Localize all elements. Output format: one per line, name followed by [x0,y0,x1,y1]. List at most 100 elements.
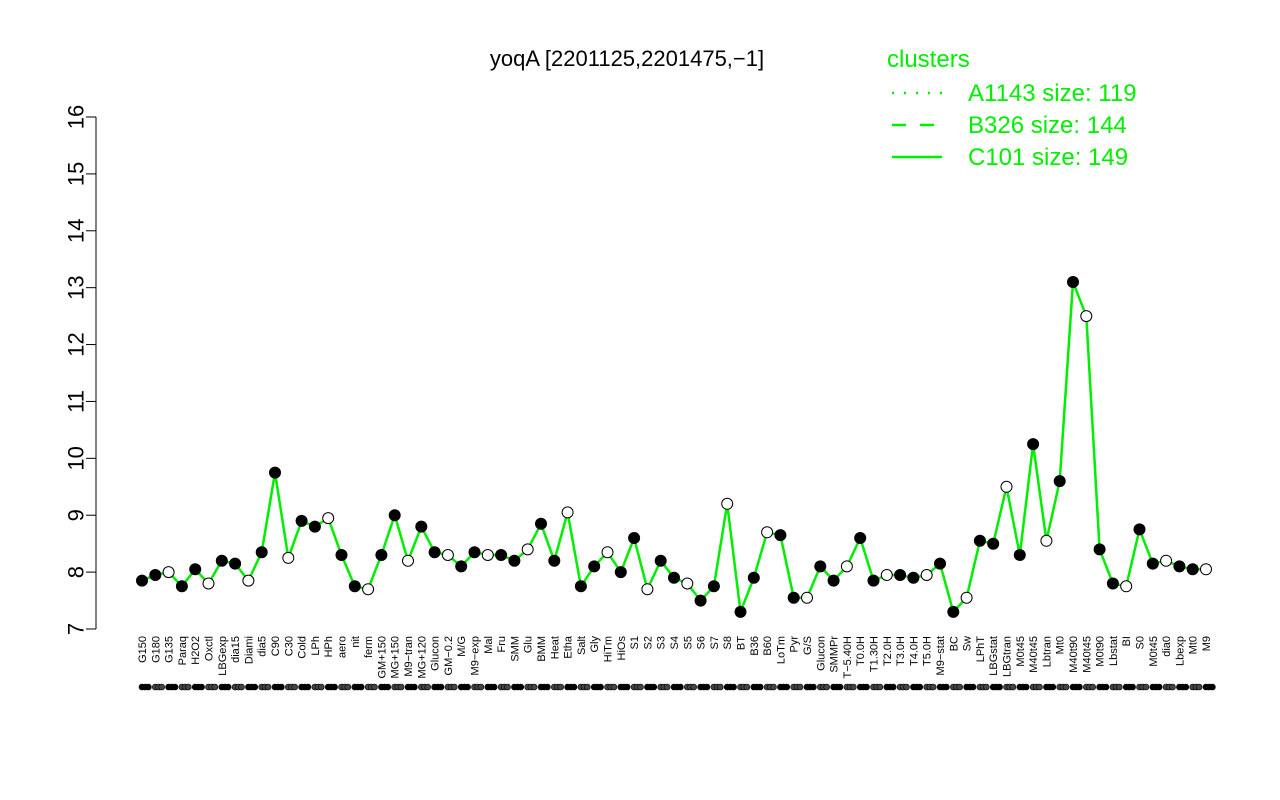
data-point [867,574,880,587]
data-point [388,509,401,522]
x-tick-label: T2.0H [882,636,894,666]
data-point [362,583,375,596]
y-tick-label: 7 [64,623,89,635]
data-point [495,549,508,561]
data-point [535,517,547,530]
x-tick-label: GM−0.2 [443,636,455,675]
rug-mark [544,683,551,691]
data-point [574,580,587,593]
rug-mark [437,683,445,691]
legend-entry-2: C101 size: 149 [968,144,1128,171]
data-point [1080,310,1093,323]
rug-mark [1049,683,1057,691]
x-tick-label: Gly [589,636,601,653]
x-tick-label: S0 [1135,636,1147,649]
x-tick-label: C90 [270,636,282,656]
rug-mark [1209,683,1216,691]
data-point [601,546,614,559]
data-point [348,580,361,593]
x-tick-label: Mal [483,636,495,654]
x-tick-label: HiOs [616,636,628,661]
x-tick-label: M40t90 [1068,636,1080,673]
data-points [136,276,1212,618]
rug-mark [557,683,565,691]
data-point [707,580,720,593]
data-point [175,580,188,593]
rug-mark [384,683,392,691]
rug-mark [1036,683,1043,691]
data-point [1146,557,1159,570]
x-tick-label: S2 [642,636,654,649]
x-tick-label: S6 [696,636,708,649]
x-tick-label: S7 [709,636,721,649]
rug-mark [1182,683,1190,691]
rug-mark [982,683,990,691]
data-point [1173,560,1186,573]
rug-mark [185,683,192,691]
data-point [508,554,521,567]
data-point [441,549,454,561]
data-point [1106,577,1119,590]
data-point [894,569,907,581]
data-point [428,546,441,559]
data-point [136,574,148,587]
data-point [162,566,175,579]
rug-mark [464,683,471,691]
rug-mark [796,683,804,691]
data-point [614,566,627,579]
series-line-group [141,281,1206,615]
rug-mark [251,683,259,691]
x-tick-label: dia15 [230,636,242,663]
data-point [947,605,960,618]
rug-mark [371,683,378,691]
data-point [1200,563,1212,576]
x-tick-label: Etha [563,635,575,659]
rug-mark [1129,683,1136,691]
rug-mark [317,683,325,691]
rug-mark [610,683,618,691]
data-point [654,554,667,567]
rug-mark [783,683,791,691]
data-point [1093,543,1106,556]
rug-mark [1089,683,1096,691]
x-tick-label: SMMPr [829,636,841,673]
rug-mark [1116,683,1123,691]
rug-mark [743,683,751,691]
data-point [1067,276,1079,288]
x-tick-label: nit [350,636,362,648]
data-point [242,574,255,587]
rug-mark [278,683,285,691]
data-point [774,529,787,542]
x-tick-label: LBGstat [988,636,1000,676]
x-tick-label: M0t45 [1015,636,1027,667]
x-tick-label: T4.0H [908,636,920,666]
rug-mark [943,683,950,691]
data-point [548,554,561,567]
x-tick-label: Glucon [815,636,827,671]
x-tick-label: LBGexp [217,636,229,676]
data-point [880,569,893,581]
x-axis: G150 G180 G135 Paraq H2O2 Oxctl LBGexp dia15 Dia… [137,635,1216,691]
rug-mark [397,683,405,691]
data-point [1000,480,1013,493]
rug-mark [810,683,817,691]
x-tick-label: Oxctl [204,636,216,661]
data-point [920,569,933,581]
rug-mark [969,683,977,691]
data-point [854,532,867,544]
series-line [141,281,1206,615]
x-tick-label: Fru [496,636,508,653]
data-point [840,560,853,573]
x-tick-label: M/G [456,636,468,657]
rug-mark [357,683,365,691]
y-tick-label: 16 [64,105,89,129]
rug-mark [1155,683,1163,691]
data-point [481,549,494,561]
data-point [628,532,641,544]
legend-title: clusters [887,46,970,73]
rug-mark [597,683,604,691]
data-point [814,560,827,573]
rug-mark [956,683,964,691]
x-tick-label: dia5 [257,636,269,657]
